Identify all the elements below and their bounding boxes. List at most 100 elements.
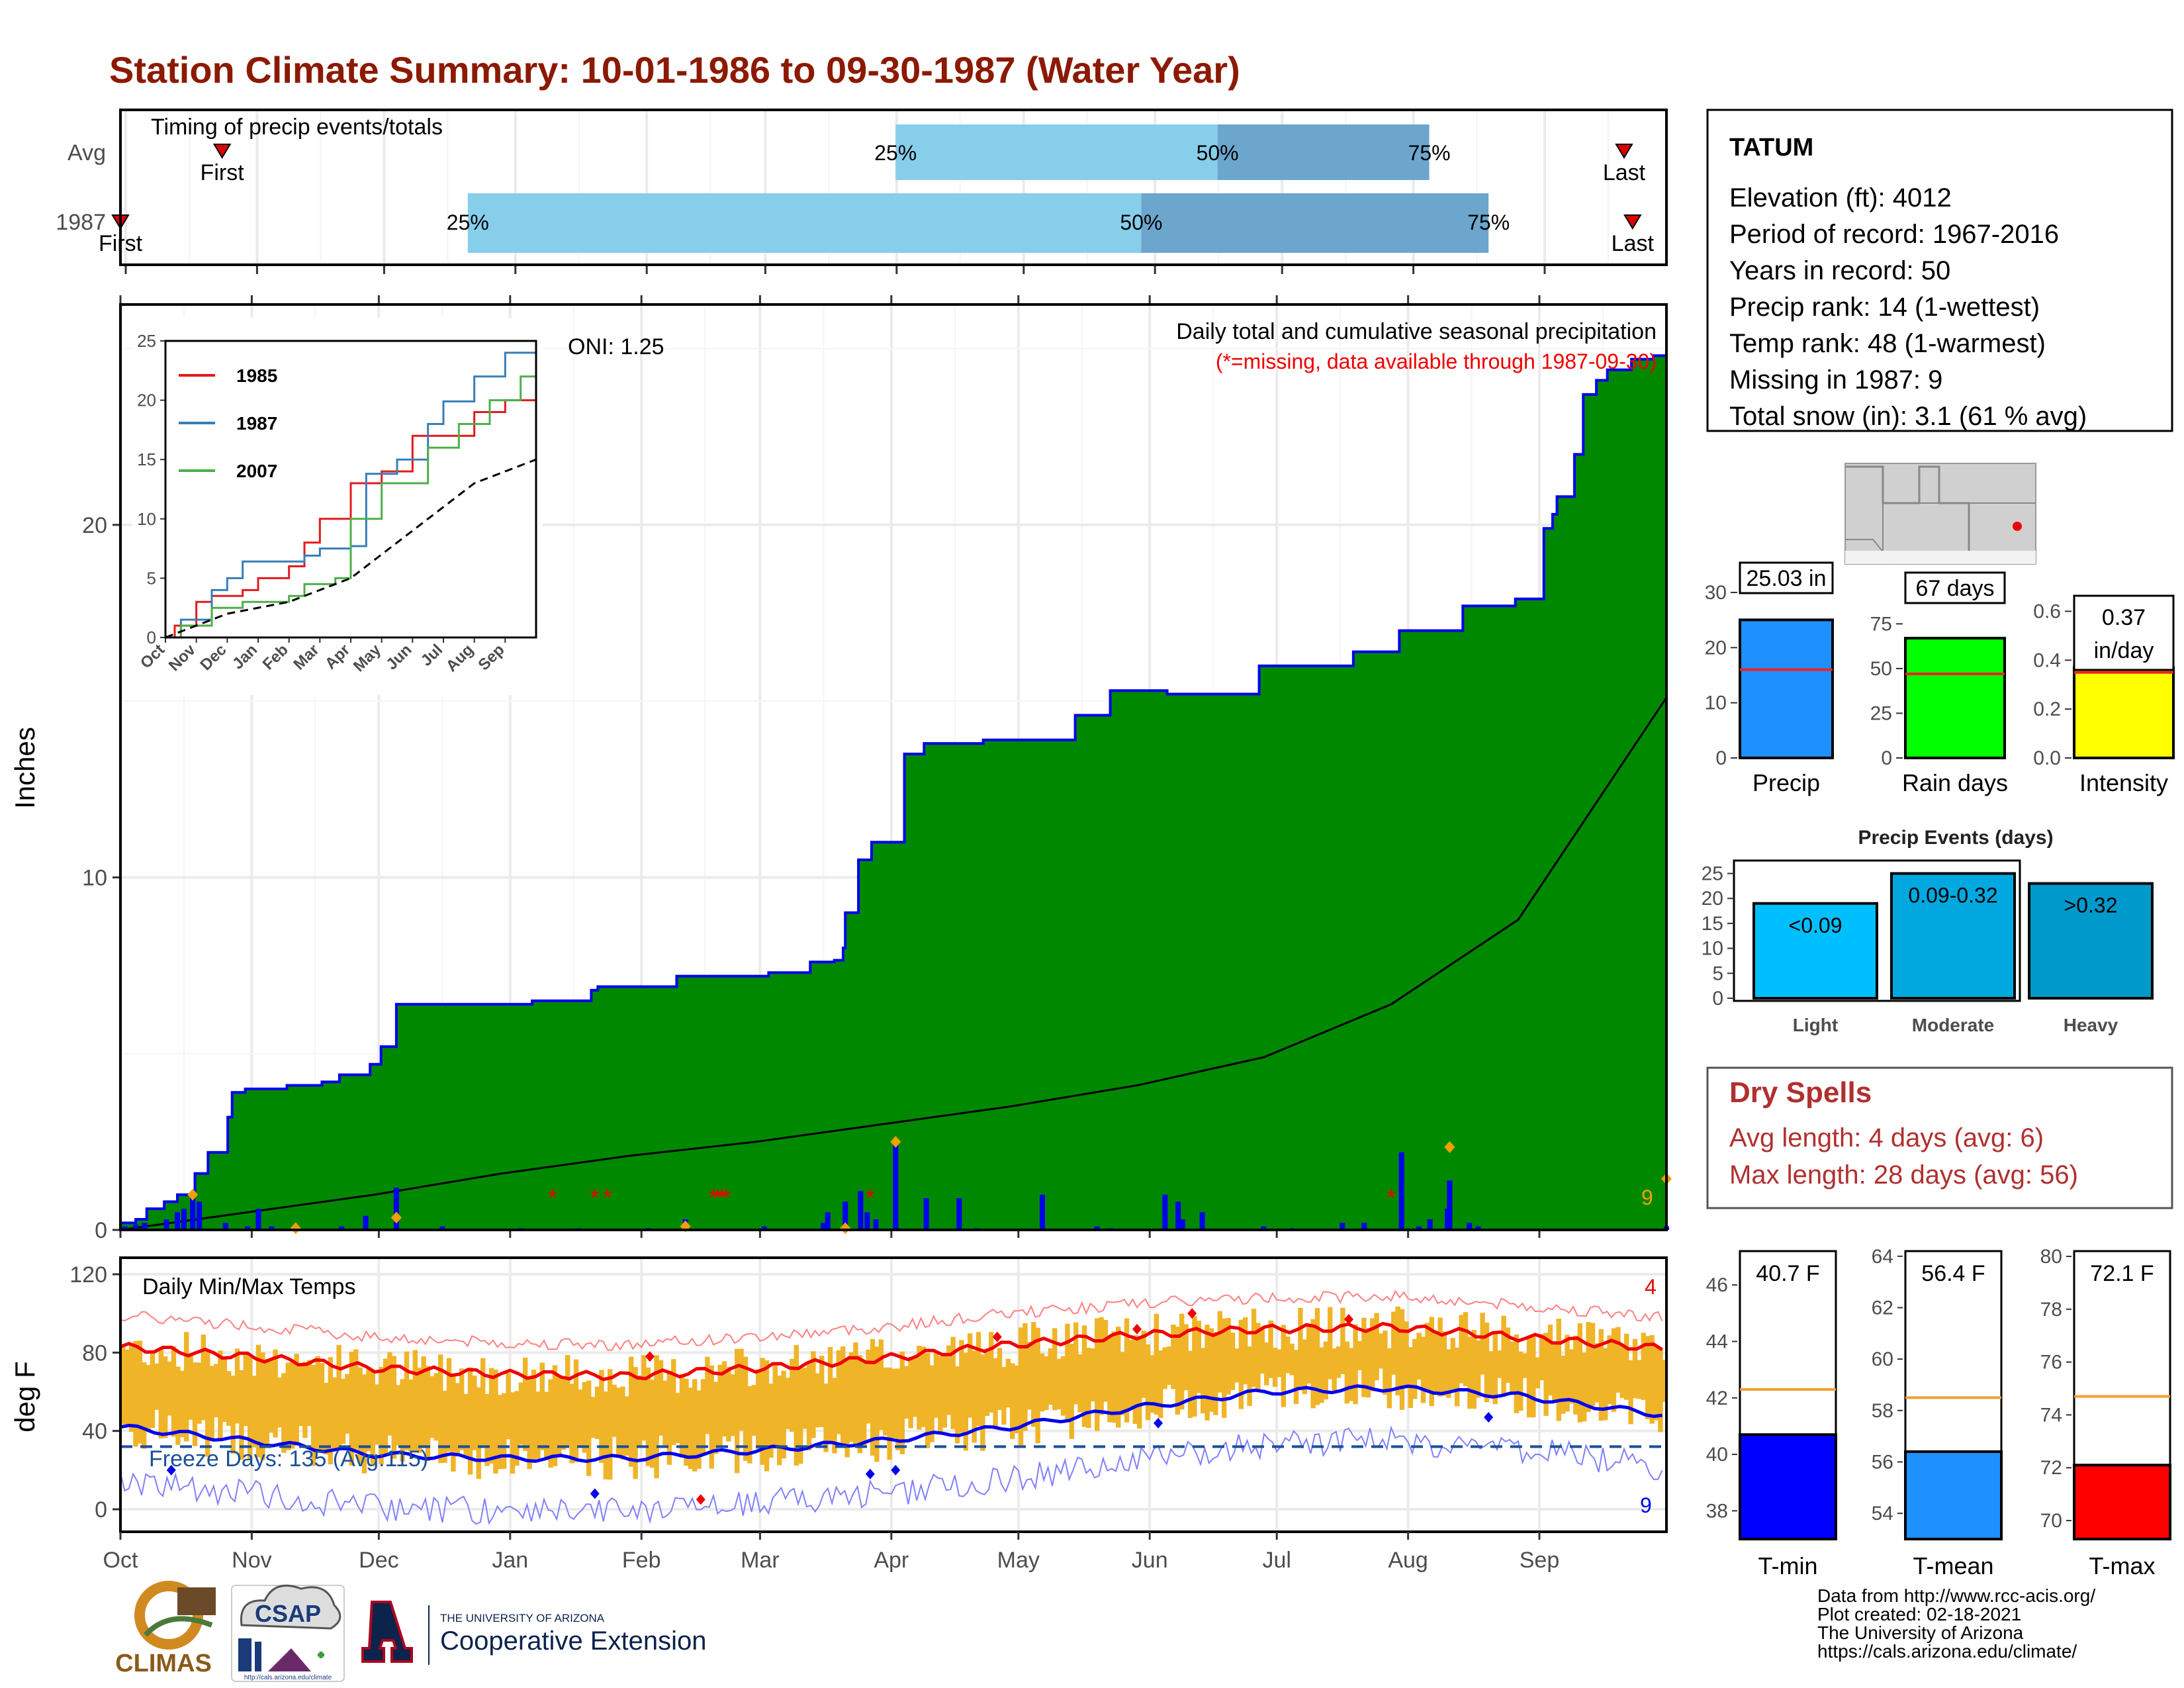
daily-temp-bar <box>1069 1343 1074 1439</box>
timing-bar-50-75 <box>1217 124 1430 180</box>
temp-missing-min: 9 <box>1640 1493 1652 1517</box>
dryspells-title: Dry Spells <box>1729 1076 1872 1109</box>
daily-precip-bar <box>1340 1223 1345 1230</box>
timing-p25-label: 25% <box>447 211 489 234</box>
timing-last-label: Last <box>1612 231 1655 256</box>
summary-ytick-label: 25 <box>1870 702 1892 724</box>
daily-temp-bar <box>425 1366 431 1462</box>
daily-temp-bar <box>1137 1335 1142 1429</box>
summary-ytick-label: 75 <box>1870 613 1892 635</box>
daily-temp-bar <box>251 1376 257 1448</box>
summary-label: Intensity <box>2079 769 2168 796</box>
daily-temp-bar <box>120 1347 126 1425</box>
daily-temp-bar <box>929 1365 934 1442</box>
daily-temp-bar <box>506 1373 511 1440</box>
daily-temp-bar <box>518 1382 523 1445</box>
inset-ytick-label: 0 <box>147 628 156 647</box>
daily-temp-bar <box>248 1356 253 1460</box>
daily-temp-bar <box>311 1365 316 1466</box>
daily-temp-bar <box>1154 1313 1159 1415</box>
daily-temp-bar <box>1319 1347 1324 1403</box>
month-label: Jul <box>1262 1548 1291 1573</box>
daily-temp-bar <box>705 1356 710 1434</box>
daily-temp-bar <box>1166 1346 1172 1385</box>
tbar-ytick-label: 42 <box>1706 1387 1728 1409</box>
summary-value: 0.37 <box>2102 605 2146 630</box>
daily-temp-bar <box>1035 1327 1040 1444</box>
daily-temp-bar <box>790 1358 795 1432</box>
csap-logo: CSAP http://cals.arizona.edu/climate <box>231 1584 345 1682</box>
events-ytick-label: 10 <box>1702 938 1723 960</box>
daily-temp-bar <box>1259 1327 1265 1374</box>
timing-row-1987: 1987 <box>56 210 106 235</box>
timing-p50-label: 50% <box>1197 141 1239 165</box>
daily-temp-bar <box>1387 1348 1392 1409</box>
daily-temp-bar <box>442 1390 447 1463</box>
daily-temp-bar <box>1272 1347 1278 1387</box>
ua-extension: Cooperative Extension <box>440 1626 706 1656</box>
tmax-normal-line <box>120 1321 1663 1382</box>
events-title: Precip Events (days) <box>1858 827 2053 849</box>
daily-temp-bar <box>273 1349 278 1438</box>
daily-temp-bar <box>264 1359 269 1446</box>
daily-temp-bar <box>213 1364 219 1418</box>
daily-temp-bar <box>1132 1335 1138 1424</box>
station-line: Temp rank: 48 (1-warmest) <box>1729 329 2046 358</box>
daily-temp-bar <box>497 1395 502 1470</box>
month-label: Jun <box>1132 1548 1168 1573</box>
daily-temp-bar <box>688 1387 693 1470</box>
daily-temp-bar <box>128 1343 134 1432</box>
daily-temp-bar <box>950 1336 956 1429</box>
daily-temp-bar <box>862 1360 867 1446</box>
daily-temp-bar <box>1234 1348 1240 1383</box>
precip-caption: Daily total and cumulative seasonal prec… <box>1176 319 1657 344</box>
daily-temp-bar <box>476 1387 481 1479</box>
daily-temp-bar <box>1624 1333 1629 1400</box>
daily-temp-bar <box>815 1373 820 1428</box>
daily-temp-bar <box>1569 1349 1574 1404</box>
summary-value: 25.03 in <box>1747 566 1827 591</box>
daily-temp-bar <box>594 1386 600 1439</box>
daily-temp-bar <box>1306 1323 1312 1384</box>
daily-temp-bar <box>1531 1334 1536 1418</box>
daily-precip-bar <box>1094 1226 1100 1230</box>
daily-temp-bar <box>1268 1320 1273 1378</box>
inset-series-line <box>165 341 537 639</box>
daily-temp-bar <box>421 1356 426 1446</box>
daily-precip-bar <box>893 1141 899 1230</box>
daily-temp-bar <box>650 1380 655 1468</box>
events-ytick-label: 15 <box>1702 913 1723 935</box>
month-label: Nov <box>232 1548 271 1573</box>
daily-temp-bar <box>832 1378 837 1454</box>
summary-ytick-label: 10 <box>1705 692 1727 714</box>
dryspells-avg: Avg length: 4 days (avg: 6) <box>1729 1123 2044 1152</box>
daily-precip-bar <box>1416 1226 1422 1230</box>
daily-temp-bar <box>857 1355 862 1454</box>
daily-temp-bar <box>954 1366 960 1444</box>
daily-temp-bar <box>1052 1328 1058 1411</box>
tbar-ytick-label: 54 <box>1872 1503 1893 1524</box>
daily-temp-bar <box>717 1364 723 1446</box>
daily-precip-bar <box>821 1223 827 1230</box>
daily-temp-bar <box>747 1386 752 1464</box>
daily-temp-bar <box>1289 1343 1295 1376</box>
daily-temp-bar <box>1285 1336 1291 1374</box>
daily-precip-bar <box>1261 1226 1267 1230</box>
missing-marker: * <box>548 1184 557 1211</box>
daily-temp-bar <box>1192 1316 1197 1417</box>
daily-temp-bar <box>197 1362 202 1424</box>
tbar-ytick-label: 56 <box>1872 1451 1893 1473</box>
precip-events-chart: Precip Events (days) 0 510 15 20 25 <0.09 Ligh… <box>1702 827 2154 1035</box>
temperature-bars: 38 40 42 44 46 40.7 F T-min 54 56 58 60 62 64 56.4 F T… <box>1706 1246 2171 1579</box>
summary-value: 67 days <box>1915 576 1994 601</box>
daily-temp-bar <box>1120 1352 1125 1415</box>
daily-temp-bar <box>1217 1311 1222 1393</box>
daily-temp-bar <box>150 1352 156 1429</box>
daily-precip-bar <box>1162 1194 1168 1230</box>
timing-p50-label: 50% <box>1120 211 1162 234</box>
daily-temp-bar <box>756 1369 761 1449</box>
daily-temp-bar <box>760 1358 765 1465</box>
summary-value-box <box>2073 594 2175 671</box>
daily-temp-bar <box>764 1360 770 1472</box>
daily-precip-bar <box>439 1226 445 1230</box>
